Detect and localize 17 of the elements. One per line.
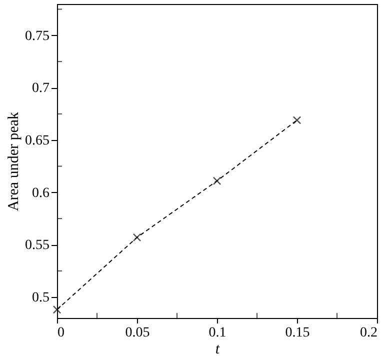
y-tick-label: 0.55 [25,238,50,254]
x-tick-label: 0.1 [208,326,226,340]
y-tick-label: 0.7 [32,81,50,96]
x-axis-title: t [215,342,220,358]
point [52,305,62,314]
y-axis-title: Area under peak [6,111,22,212]
y-tick-label: 0.75 [25,28,50,44]
x-tick-label: 0.05 [125,326,150,340]
point [292,116,302,124]
x-tick-label: 0.15 [285,326,310,340]
point [212,176,222,186]
point [132,233,142,242]
y-tick-label: 0.5 [32,290,50,306]
x-tick-label: 0.2 [360,326,378,340]
y-tick-label: 0.65 [25,134,50,149]
x-tick-label: 0 [58,326,64,340]
y-tick-label: 0.6 [32,186,50,201]
